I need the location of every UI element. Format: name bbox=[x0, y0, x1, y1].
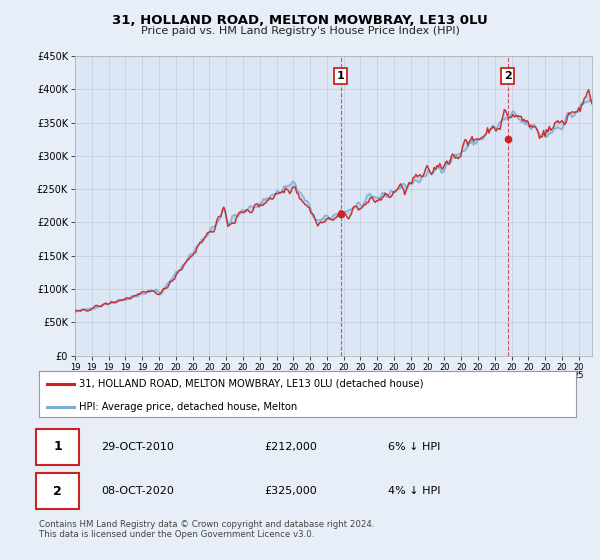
Text: HPI: Average price, detached house, Melton: HPI: Average price, detached house, Melt… bbox=[79, 402, 298, 412]
FancyBboxPatch shape bbox=[37, 428, 79, 465]
FancyBboxPatch shape bbox=[37, 473, 79, 510]
Text: 1: 1 bbox=[337, 71, 344, 81]
Text: £212,000: £212,000 bbox=[265, 442, 317, 451]
Text: 1: 1 bbox=[53, 440, 62, 453]
Text: 31, HOLLAND ROAD, MELTON MOWBRAY, LE13 0LU (detached house): 31, HOLLAND ROAD, MELTON MOWBRAY, LE13 0… bbox=[79, 379, 424, 389]
Text: 2: 2 bbox=[504, 71, 512, 81]
Text: 4% ↓ HPI: 4% ↓ HPI bbox=[388, 487, 440, 496]
Text: Contains HM Land Registry data © Crown copyright and database right 2024.
This d: Contains HM Land Registry data © Crown c… bbox=[39, 520, 374, 539]
Text: 6% ↓ HPI: 6% ↓ HPI bbox=[388, 442, 440, 451]
Text: 29-OCT-2010: 29-OCT-2010 bbox=[101, 442, 173, 451]
Text: Price paid vs. HM Land Registry's House Price Index (HPI): Price paid vs. HM Land Registry's House … bbox=[140, 26, 460, 36]
Text: 31, HOLLAND ROAD, MELTON MOWBRAY, LE13 0LU: 31, HOLLAND ROAD, MELTON MOWBRAY, LE13 0… bbox=[112, 14, 488, 27]
Text: 08-OCT-2020: 08-OCT-2020 bbox=[101, 487, 173, 496]
Text: 2: 2 bbox=[53, 485, 62, 498]
Text: £325,000: £325,000 bbox=[265, 487, 317, 496]
